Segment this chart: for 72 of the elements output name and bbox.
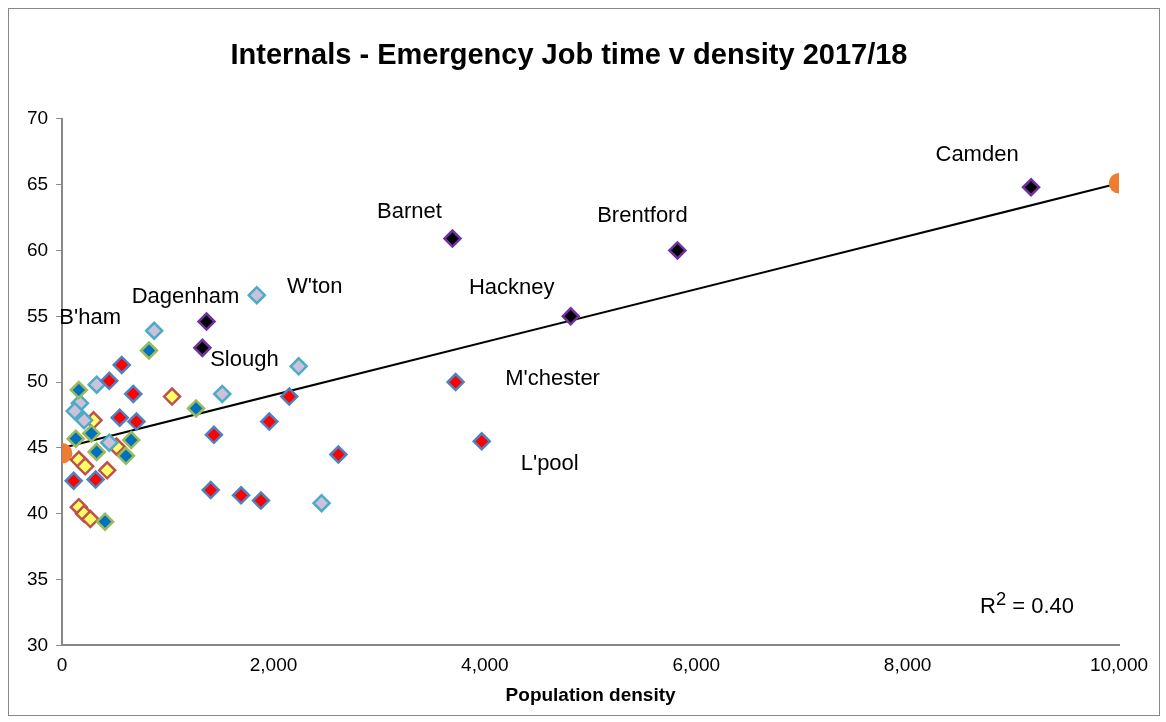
point — [100, 371, 119, 391]
point — [81, 509, 100, 529]
point — [201, 480, 220, 500]
point — [116, 446, 136, 466]
point — [65, 401, 84, 421]
point — [144, 321, 164, 341]
point — [329, 445, 348, 464]
y-tick-label: 30 — [26, 633, 49, 655]
point — [197, 312, 216, 331]
annotation: L'pool — [520, 450, 579, 476]
x-tick-label: 6,000 — [672, 654, 721, 676]
point — [561, 307, 580, 326]
x-axis-title: Population density — [505, 683, 676, 705]
annotation: R$^{2}$ = 0.40 — [980, 587, 1074, 619]
annotation: Dagenham — [131, 282, 240, 308]
point — [95, 512, 115, 531]
point — [186, 399, 206, 418]
annotation: Camden — [935, 141, 1019, 167]
y-tick-label: 40 — [26, 501, 49, 523]
x-tick-label: 2,000 — [249, 654, 298, 676]
point — [112, 355, 131, 375]
point — [87, 442, 106, 462]
y-tick-label: 65 — [26, 172, 49, 194]
point — [110, 408, 129, 427]
point — [443, 229, 462, 248]
annotation: Slough — [210, 345, 279, 371]
point — [69, 380, 89, 400]
point — [127, 412, 146, 431]
annotation: M'chester — [505, 365, 600, 391]
annotation: Brentford — [597, 201, 688, 227]
point — [74, 411, 94, 430]
point — [204, 425, 224, 445]
y-tick-label: 35 — [26, 567, 49, 589]
point — [260, 412, 279, 431]
point — [124, 384, 143, 404]
point — [1021, 178, 1041, 197]
point — [472, 432, 491, 451]
y-tick-label: 70 — [26, 107, 49, 129]
point — [86, 470, 105, 489]
point — [82, 424, 101, 443]
point — [251, 491, 271, 510]
annotation: Hackney — [468, 274, 555, 300]
point — [100, 433, 119, 452]
point — [668, 241, 687, 260]
point — [66, 429, 86, 448]
point — [75, 457, 95, 476]
y-tick-label: 50 — [26, 370, 49, 392]
point — [247, 285, 267, 305]
x-tick-label: 0 — [56, 654, 68, 676]
point — [312, 493, 331, 513]
annotation: B'ham — [59, 303, 122, 329]
y-tick-label: 45 — [26, 436, 49, 458]
x-tick-label: 8,000 — [883, 654, 932, 676]
x-tick-label: 10,000 — [1089, 654, 1149, 676]
y-tick-label: 60 — [26, 238, 49, 260]
point — [289, 357, 308, 376]
annotation: Barnet — [377, 197, 442, 223]
point — [231, 486, 251, 505]
point — [213, 384, 232, 404]
point — [64, 471, 83, 491]
x-tick-label: 4,000 — [461, 654, 509, 676]
point — [162, 387, 182, 406]
y-tick-label: 55 — [26, 304, 49, 326]
point — [193, 338, 212, 358]
point — [121, 430, 141, 450]
point — [87, 375, 106, 394]
chart-title: Internals - Emergency Job time v density 2017/18 — [230, 38, 908, 71]
point — [97, 461, 117, 480]
point — [446, 372, 465, 392]
point — [280, 387, 299, 406]
point — [139, 341, 159, 360]
annotation: W'ton — [287, 273, 343, 299]
